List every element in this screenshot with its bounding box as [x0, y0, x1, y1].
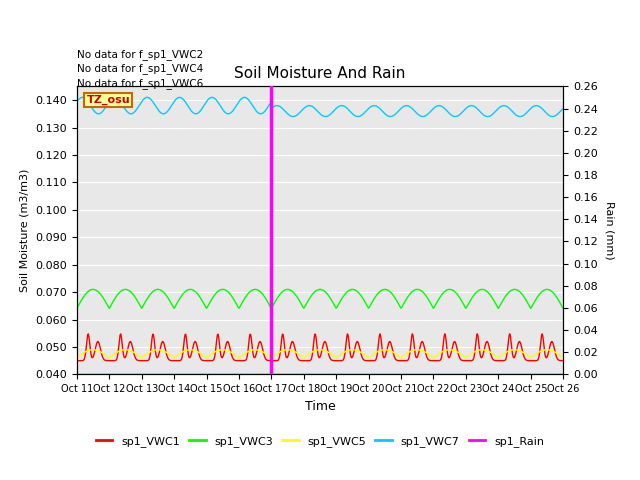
Text: No data for f_sp1_VWC6: No data for f_sp1_VWC6: [77, 78, 203, 89]
Legend: sp1_VWC1, sp1_VWC3, sp1_VWC5, sp1_VWC7, sp1_Rain: sp1_VWC1, sp1_VWC3, sp1_VWC5, sp1_VWC7, …: [92, 432, 548, 452]
Text: No data for f_sp1_VWC2: No data for f_sp1_VWC2: [77, 49, 203, 60]
X-axis label: Time: Time: [305, 400, 335, 413]
Title: Soil Moisture And Rain: Soil Moisture And Rain: [234, 66, 406, 81]
Y-axis label: Soil Moisture (m3/m3): Soil Moisture (m3/m3): [20, 168, 30, 292]
Y-axis label: Rain (mm): Rain (mm): [604, 201, 614, 260]
Text: No data for f_sp1_VWC4: No data for f_sp1_VWC4: [77, 63, 203, 74]
Text: TZ_osu: TZ_osu: [86, 95, 130, 105]
